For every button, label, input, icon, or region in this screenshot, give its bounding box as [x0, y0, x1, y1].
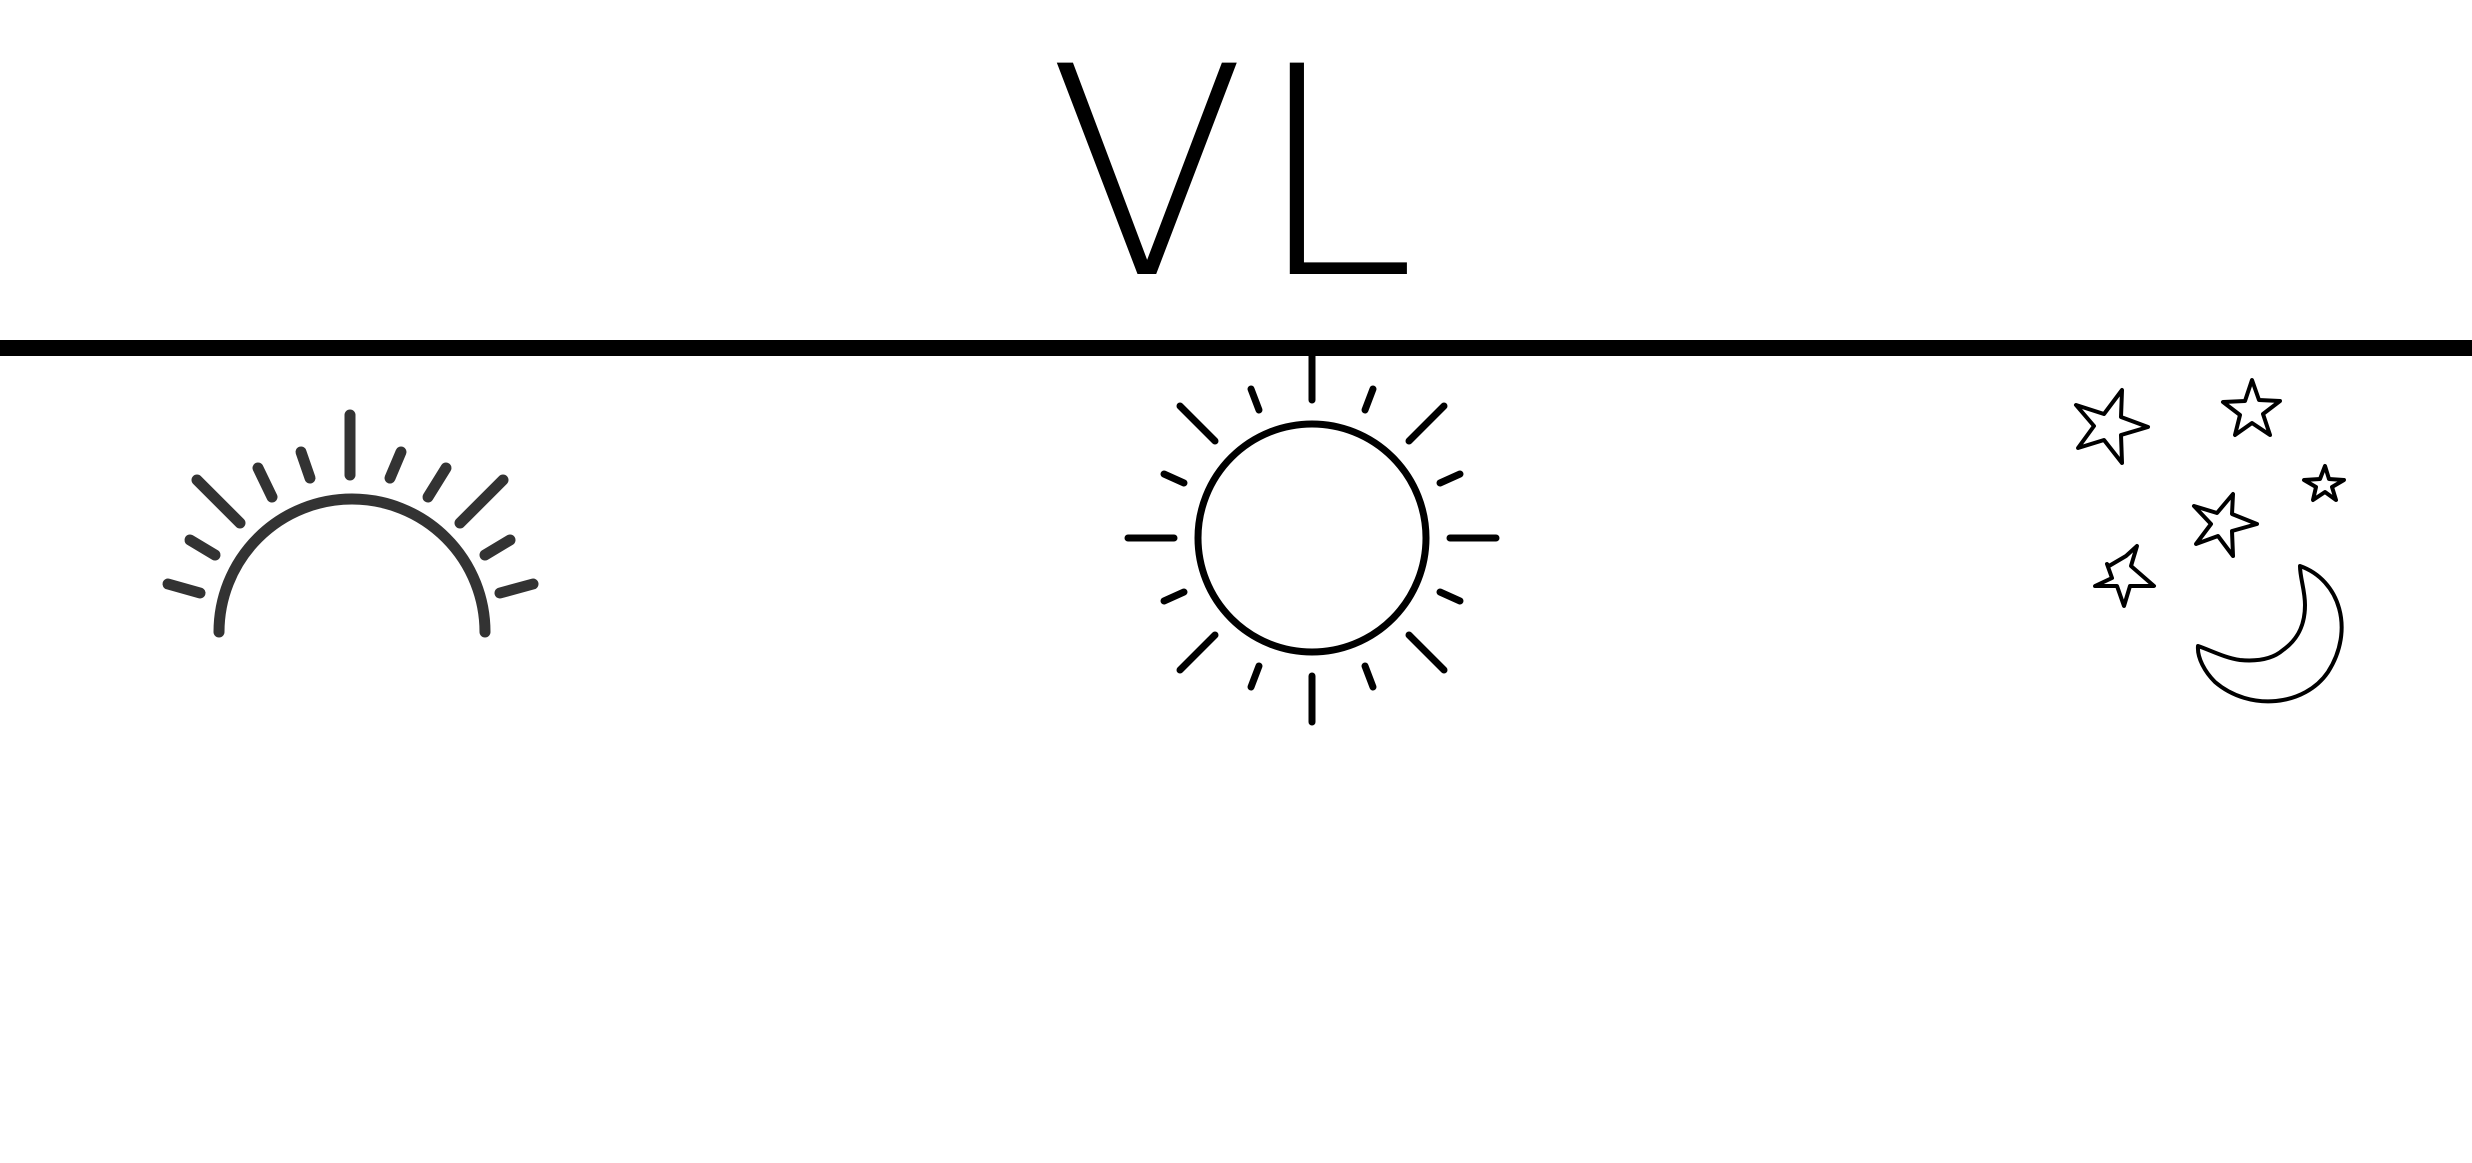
moon-and-stars-icon	[2074, 378, 2346, 704]
logo-wordmark: VL	[1048, 6, 1424, 343]
star-icon	[2192, 492, 2259, 558]
star-icon	[2074, 388, 2150, 465]
star-icon	[2302, 464, 2346, 502]
crescent-moon-icon	[2195, 564, 2344, 704]
sunrise-icon	[162, 409, 539, 638]
star-icon	[2221, 378, 2282, 437]
sun-icon	[1124, 352, 1500, 726]
horizon-divider	[0, 340, 2472, 356]
star-icon	[2093, 544, 2156, 608]
